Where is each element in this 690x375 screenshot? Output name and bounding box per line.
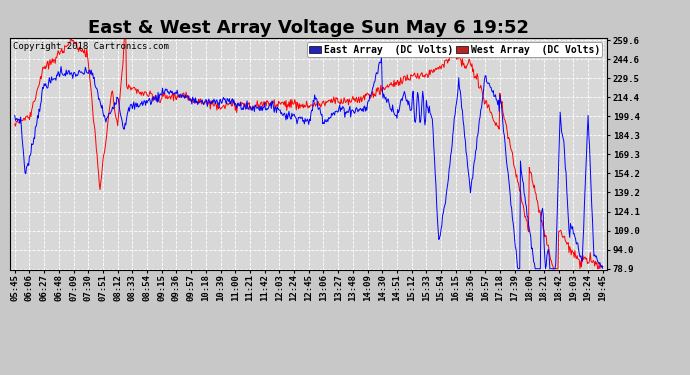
- Title: East & West Array Voltage Sun May 6 19:52: East & West Array Voltage Sun May 6 19:5…: [88, 20, 529, 38]
- Text: Copyright 2018 Cartronics.com: Copyright 2018 Cartronics.com: [13, 42, 169, 51]
- Legend: East Array  (DC Volts), West Array  (DC Volts): East Array (DC Volts), West Array (DC Vo…: [307, 42, 602, 57]
